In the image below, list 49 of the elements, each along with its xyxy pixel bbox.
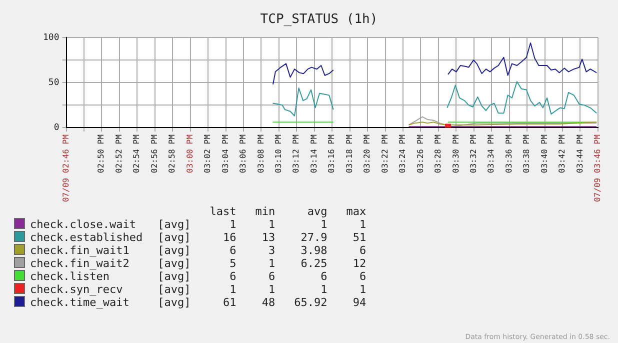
x-tick-label: 03:10 PM bbox=[274, 134, 284, 174]
x-tick-label: 03:28 PM bbox=[434, 134, 443, 174]
text: [avg] 1 1 1 1 bbox=[158, 218, 366, 231]
x-tick-label: 03:26 PM bbox=[416, 134, 425, 174]
x-tick-label: 02:54 PM bbox=[132, 134, 142, 174]
legend-label: check.syn_recv bbox=[29, 283, 124, 296]
chart-title: TCP_STATUS (1h) bbox=[260, 12, 378, 28]
x-tick-label: 03:02 PM bbox=[203, 134, 212, 174]
x-tick-label: 03:42 PM bbox=[558, 134, 567, 174]
text: [avg] 61 48 65.92 94 bbox=[158, 296, 366, 309]
legend-label: check.fin_wait1 bbox=[29, 244, 130, 257]
text: [avg] 6 3 3.98 6 bbox=[158, 244, 366, 257]
y-tick-label: 50 bbox=[48, 78, 60, 88]
legend-label: check.fin_wait2 bbox=[29, 257, 130, 270]
x-tick-label: 03:38 PM bbox=[522, 134, 532, 174]
y-tick-label: 100 bbox=[42, 32, 60, 43]
x-tick-label: 03:24 PM bbox=[398, 134, 408, 174]
x-tick-label: 07/09 02:46 PM bbox=[61, 134, 70, 202]
y-tick-label: 0 bbox=[54, 122, 60, 133]
x-tick-label: 02:50 PM bbox=[96, 134, 106, 174]
legend-label: check.established bbox=[29, 231, 144, 244]
x-tick-label: 02:56 PM bbox=[150, 134, 159, 174]
x-tick-label: 03:16 PM bbox=[327, 134, 336, 174]
x-tick-label: 03:34 PM bbox=[486, 134, 496, 174]
x-tick-label: 03:44 PM bbox=[575, 134, 584, 174]
x-tick-label: 02:58 PM bbox=[168, 134, 177, 174]
x-tick-label: 07/09 03:46 PM bbox=[593, 134, 602, 202]
x-tick-label: 03:18 PM bbox=[344, 134, 354, 174]
x-tick-label: 02:52 PM bbox=[114, 134, 124, 174]
x-tick-label: 03:22 PM bbox=[380, 134, 390, 174]
text: last min avg max bbox=[210, 205, 366, 218]
legend-label: check.close.wait bbox=[29, 218, 137, 231]
legend-label: check.time_wait bbox=[29, 296, 130, 309]
text: [avg] 1 1 1 1 bbox=[158, 283, 366, 296]
x-tick-label: 03:06 PM bbox=[238, 134, 248, 174]
x-tick-label: 03:00 PM bbox=[185, 134, 194, 174]
legend-label: check.listen bbox=[29, 270, 110, 283]
x-tick-label: 03:14 PM bbox=[309, 134, 318, 174]
x-tick-label: 03:30 PM bbox=[451, 134, 460, 174]
x-tick-label: 03:36 PM bbox=[504, 134, 514, 174]
x-tick-label: 03:04 PM bbox=[220, 134, 230, 174]
text: [avg] 16 13 27.9 51 bbox=[158, 231, 366, 244]
x-tick-label: 03:32 PM bbox=[468, 134, 478, 174]
x-tick-label: 03:12 PM bbox=[292, 134, 301, 174]
x-tick-label: 03:20 PM bbox=[362, 134, 372, 174]
x-tick-label: 03:40 PM bbox=[540, 134, 549, 174]
text: [avg] 5 1 6.25 12 bbox=[158, 257, 366, 270]
text: [avg] 6 6 6 6 bbox=[158, 270, 366, 283]
x-tick-label: 03:08 PM bbox=[256, 134, 266, 174]
